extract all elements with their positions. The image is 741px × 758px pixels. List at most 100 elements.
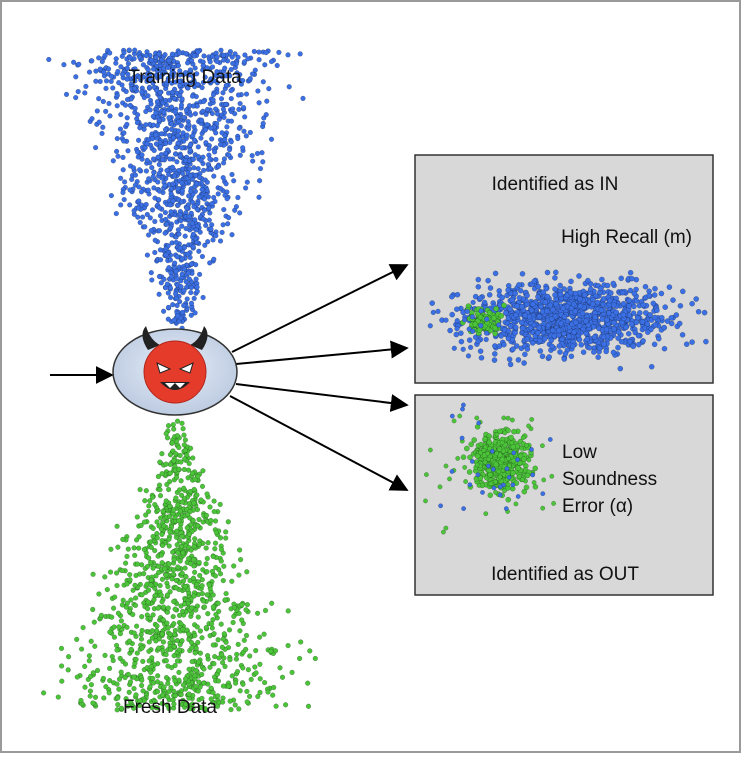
dot (189, 645, 194, 650)
dot (507, 357, 512, 362)
dot (599, 277, 604, 282)
dot (491, 316, 496, 321)
dot (186, 632, 191, 637)
dot (172, 318, 177, 323)
dot (167, 98, 172, 103)
dot (189, 548, 194, 553)
dot (167, 265, 172, 270)
dot (170, 165, 175, 170)
dot (91, 572, 96, 577)
dot (145, 606, 150, 611)
dot (184, 226, 189, 231)
dot (159, 593, 164, 598)
dot (530, 340, 535, 345)
dot (649, 364, 654, 369)
dot (223, 598, 228, 603)
dot (128, 103, 133, 108)
dot (629, 322, 634, 327)
dot (154, 55, 159, 60)
dot (115, 103, 120, 108)
dot (636, 342, 641, 347)
dot (90, 116, 95, 121)
dot (255, 611, 260, 616)
dot (470, 315, 475, 320)
dot (190, 659, 195, 664)
dot (192, 54, 197, 59)
dot (190, 133, 195, 138)
training-label: Training Data (128, 67, 242, 88)
dot (192, 125, 197, 130)
dot (135, 515, 140, 520)
dot (182, 467, 187, 472)
dot (230, 232, 235, 237)
dot (241, 105, 246, 110)
dot (157, 524, 162, 529)
dot (188, 290, 193, 295)
dot (262, 680, 267, 685)
dot (484, 317, 489, 322)
dot (180, 421, 185, 426)
dot (526, 424, 530, 428)
dot (177, 51, 182, 56)
dot (179, 544, 184, 549)
dot (117, 677, 122, 682)
dot (493, 480, 497, 484)
dot (541, 492, 545, 496)
dot (515, 458, 519, 462)
dot (167, 58, 172, 63)
dot (120, 54, 125, 59)
dot (487, 292, 492, 297)
dot (201, 599, 206, 604)
dot (508, 323, 513, 328)
dot (152, 250, 157, 255)
dot (458, 331, 463, 336)
dot (470, 329, 475, 334)
dot (146, 93, 151, 98)
dot (221, 107, 226, 112)
dot (221, 578, 226, 583)
dot (210, 54, 215, 59)
dot (218, 502, 223, 507)
dot (552, 292, 557, 297)
dot (501, 303, 506, 308)
dot (604, 317, 609, 322)
dot (238, 153, 243, 158)
dot (109, 79, 114, 84)
dot (178, 559, 183, 564)
dot (579, 342, 584, 347)
dot (107, 51, 112, 56)
dot (478, 349, 483, 354)
dot (178, 154, 183, 159)
dot (184, 51, 189, 56)
dot (83, 685, 88, 690)
dot (162, 685, 167, 690)
dot (605, 283, 610, 288)
dot (298, 640, 303, 645)
dot (169, 186, 174, 191)
dot (146, 188, 151, 193)
dot (171, 427, 176, 432)
dot (577, 337, 582, 342)
dot (197, 573, 202, 578)
dot (261, 121, 266, 126)
dot (201, 99, 206, 104)
dot (236, 93, 241, 98)
dot (137, 125, 142, 130)
dot (172, 644, 177, 649)
dot (240, 666, 245, 671)
dot (174, 145, 179, 150)
dot (637, 310, 642, 315)
dot (656, 336, 661, 341)
dot (166, 305, 171, 310)
dot (144, 202, 149, 207)
dot (269, 59, 274, 64)
dot (207, 261, 212, 266)
dot (490, 449, 494, 453)
dot (127, 639, 132, 644)
dot (244, 607, 249, 612)
dot (170, 90, 175, 95)
dot (213, 565, 218, 570)
dot (283, 702, 288, 707)
dot (104, 684, 109, 689)
dot (532, 279, 537, 284)
